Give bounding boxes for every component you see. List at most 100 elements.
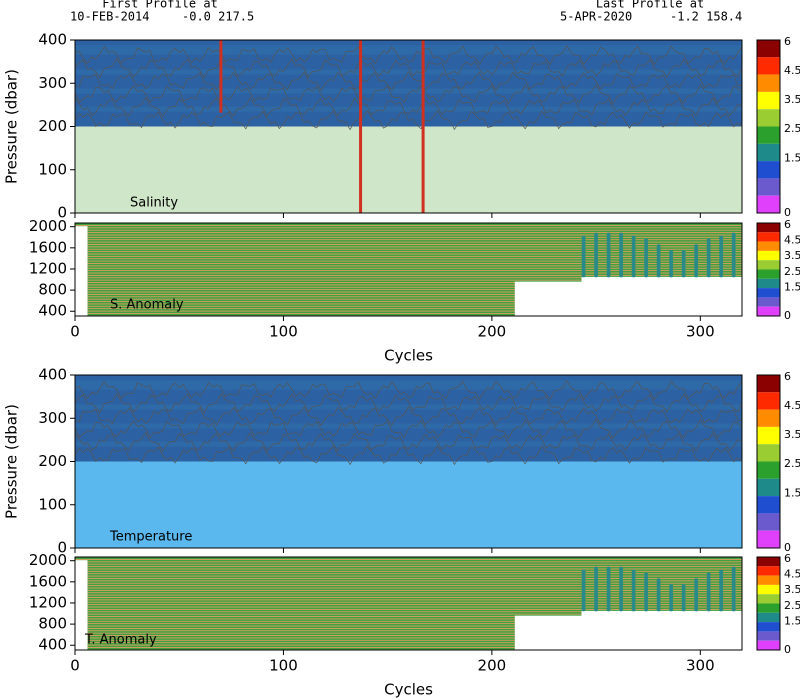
profile-dot [719,235,724,240]
y-tick-label: 400 [38,636,67,654]
stripe [75,310,742,312]
panel-title: Temperature [109,530,192,545]
profile-dot [619,261,624,266]
profile-dot [656,598,661,603]
profile-dot [594,270,599,275]
profile-dot [731,575,736,580]
y-tick-label: 1600 [29,238,67,256]
colorbar-segment [757,622,780,632]
profile-dot [631,604,636,609]
profile-dot [706,267,711,272]
stripe [75,569,742,571]
profile-dot [619,241,624,246]
profile-dot [731,238,736,243]
profile-dot [731,247,736,252]
profile-dot [694,607,699,612]
profile-dot [644,250,649,255]
x-tick-label: 100 [269,657,298,675]
stripe [75,293,742,296]
stripe [75,297,742,299]
contour [75,109,742,131]
colorbar-label: 6 [784,35,791,48]
profile-dot [644,267,649,272]
stripe [75,249,742,252]
colorbar-segment [757,260,780,270]
stripe [75,638,742,640]
stripe [75,641,742,644]
stripe [75,633,742,636]
profile-dot [681,589,686,594]
first-label: First Profile at [102,0,218,11]
profile-dot [669,604,674,609]
profile-dot [594,598,599,603]
profile-dot [719,255,724,260]
stripe [75,278,742,280]
colorbar-label: 2.5 [784,265,800,278]
profile-dot [619,581,624,586]
profile-dot [731,581,736,586]
profile-dot [644,595,649,600]
profile-dot [619,252,624,257]
profile-dot [706,589,711,594]
profile-dot [581,569,586,574]
profile-dot [631,584,636,589]
stripe [75,300,742,303]
profile-dot [681,592,686,597]
profile-dot [656,261,661,266]
profile-dot [631,255,636,260]
profile-dot [619,264,624,269]
profile-dot [719,575,724,580]
profile-dot [669,584,674,589]
colorbar-segment [757,444,780,462]
profile-dot [606,584,611,589]
x-tick-label: 200 [478,657,507,675]
stripe [75,45,742,51]
profile-dot [656,595,661,600]
colorbar-segment [757,392,780,410]
colorbar-label: 4.5 [784,399,800,412]
profile-dot [644,258,649,263]
profile-dot [631,241,636,246]
stripe [75,628,742,631]
profile-dot [581,261,586,266]
stripe [75,631,742,633]
stripe [75,441,742,447]
profile-dot [731,578,736,583]
profile-dot [681,255,686,260]
profile-dot [606,247,611,252]
profile-dot [581,604,586,609]
stripe [75,269,742,272]
profile-dot [731,584,736,589]
profile-dot [731,566,736,571]
stripe [75,273,742,275]
stripe [75,259,742,261]
profile-dot [581,250,586,255]
y-axis-label: Pressure (dbar) [3,69,21,184]
profile-dot [719,572,724,577]
profile-dot [644,586,649,591]
profile-dot [656,252,661,257]
profile-dot [594,252,599,257]
y-tick-label: 0 [57,204,67,222]
profile-dot [656,578,661,583]
contour [75,392,742,414]
stripe [75,253,742,255]
y-tick-label: 1200 [29,259,67,277]
profile-dot [606,252,611,257]
profile-dot [581,578,586,583]
panel-title: T. Anomaly [84,633,157,648]
profile-dot [719,604,724,609]
stripe [75,639,742,641]
stripe [75,570,742,572]
profile-dot [606,267,611,272]
profile-dot [631,267,636,272]
profile-dot [644,592,649,597]
profile-dot [631,252,636,257]
stripe [75,306,742,309]
colorbar-frame [756,222,781,317]
profile-dot [656,267,661,272]
profile-dot [706,247,711,252]
profile-dot [606,604,611,609]
profile-dot [694,598,699,603]
profile-dot [594,601,599,606]
